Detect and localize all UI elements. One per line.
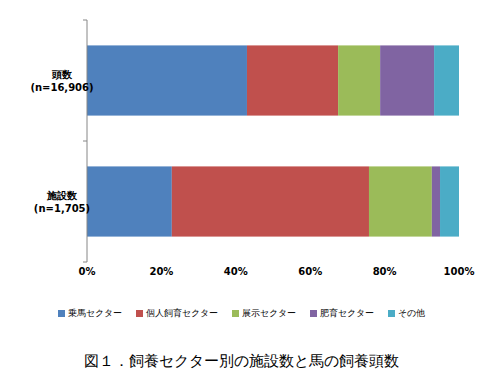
category-label-line: (n=16,906) — [30, 82, 93, 93]
bar-segment — [87, 45, 247, 115]
x-tick-label: 60% — [298, 266, 322, 277]
category-label-line: (n=1,705) — [34, 203, 90, 214]
legend-label: 展示セクター — [242, 308, 296, 318]
category-tick — [83, 262, 87, 263]
bar-segment — [432, 166, 440, 236]
legend-label: その他 — [398, 308, 425, 318]
legend-swatch — [388, 310, 395, 317]
legend-label: 個人飼育セクター — [146, 308, 218, 318]
bars — [87, 45, 459, 236]
x-tick-label: 0% — [79, 266, 96, 277]
bar-segment — [247, 45, 338, 115]
legend-swatch — [232, 310, 239, 317]
category-label-line: 施設数 — [46, 190, 78, 201]
bar-segment — [380, 45, 434, 115]
bar-segment — [172, 166, 369, 236]
bar-segment — [369, 166, 432, 236]
bar-segment — [87, 166, 172, 236]
chart-container: 頭数 (n=16,906) 施設数 (n=1,705) 0% 20% 40% 60% 80% 10… — [0, 0, 483, 392]
bar-segment — [434, 45, 459, 115]
category-tick — [83, 141, 87, 142]
x-tick-label: 100% — [444, 266, 475, 277]
legend-swatch — [58, 310, 65, 317]
bar-segment — [440, 166, 459, 236]
legend-swatch — [310, 310, 317, 317]
legend-swatch — [136, 310, 143, 317]
x-tick-label: 40% — [224, 266, 248, 277]
x-tick-label: 80% — [373, 266, 397, 277]
category-label: 施設数 (n=1,705) — [34, 190, 90, 214]
legend: 乗馬セクター 個人飼育セクター 展示セクター 肥育セクター その他 — [58, 308, 425, 318]
legend-label: 乗馬セクター — [68, 308, 122, 318]
bar-segment — [338, 45, 380, 115]
chart-svg: 頭数 (n=16,906) 施設数 (n=1,705) 0% 20% 40% 60% 80% 10… — [0, 0, 483, 392]
category-tick — [83, 20, 87, 21]
category-label: 頭数 (n=16,906) — [30, 69, 93, 93]
legend-label: 肥育セクター — [320, 308, 374, 318]
chart-title: 図１．飼養セクター別の施設数と馬の飼養頭数 — [84, 352, 399, 370]
category-label-line: 頭数 — [51, 69, 73, 80]
x-tick-label: 20% — [149, 266, 173, 277]
